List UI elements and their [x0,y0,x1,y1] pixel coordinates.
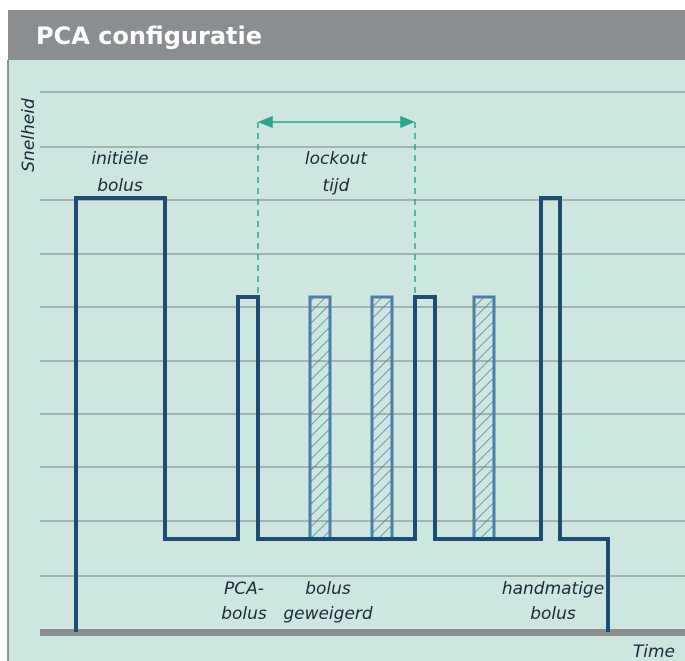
annotation: geweigerd [283,604,373,624]
rate-line [74,196,610,632]
grid [40,91,685,577]
annotation: handmatige [502,579,604,599]
annotation: tijd [323,176,350,196]
panel [8,10,685,661]
annotation: initiële [91,149,148,169]
annotation: PCA- [224,579,264,599]
annotation: bolus [221,604,267,624]
title-bar [8,10,685,60]
lockout-marker [257,115,416,297]
baseline [40,629,685,636]
annotation: lockout [305,149,368,169]
x-axis-label: Time [633,642,675,661]
annotation: bolus [305,579,351,599]
y-axis-label: Snelheid [19,98,39,172]
annotation: bolus [97,176,143,196]
annotation: bolus [530,604,576,624]
title: PCA configuratie [36,22,262,50]
